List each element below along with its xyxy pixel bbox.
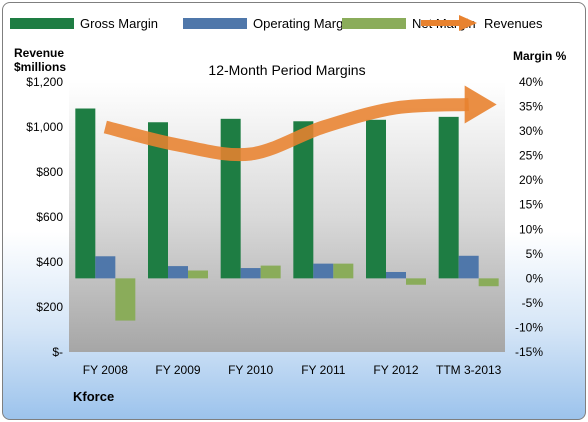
legend-swatch-gross-margin	[10, 18, 74, 29]
legend-item-operating-margin: Operating Margin	[183, 16, 353, 31]
right-tick-label: -5%	[522, 296, 544, 310]
bar-gross-margin	[220, 118, 241, 279]
legend-swatch-operating-margin	[183, 18, 247, 29]
category-label: FY 2012	[373, 363, 418, 377]
left-axis-ticks: $- $200 $400 $600 $800 $1,000 $1,200	[26, 75, 63, 359]
bar-gross-margin	[148, 122, 168, 279]
right-axis-title: Margin %	[513, 49, 567, 63]
left-tick-label: $600	[36, 210, 63, 224]
revenue-line-group	[103, 85, 497, 162]
right-tick-label: 40%	[519, 75, 543, 89]
bar-operating-margin	[313, 263, 334, 279]
bar-net-margin	[333, 263, 354, 279]
right-tick-label: 0%	[526, 271, 544, 285]
bar-gross-margin	[293, 121, 314, 279]
bar-operating-margin	[168, 266, 188, 279]
legend-item-revenues: Revenues	[421, 15, 543, 31]
revenue-line	[103, 98, 469, 162]
left-axis-title-line2: $millions	[14, 60, 66, 74]
bar-operating-margin	[95, 256, 116, 279]
category-label: FY 2008	[83, 363, 128, 377]
legend-swatch-net-margin	[342, 18, 406, 29]
legend-label-revenues: Revenues	[484, 16, 543, 31]
left-axis-title-line1: Revenue	[14, 46, 64, 60]
bar-net-margin	[406, 278, 426, 285]
bar-net-margin	[188, 270, 208, 279]
right-tick-label: 30%	[519, 124, 543, 138]
right-tick-label: 20%	[519, 173, 543, 187]
right-tick-label: 35%	[519, 100, 543, 114]
category-label: FY 2011	[301, 363, 346, 377]
left-tick-label: $200	[36, 300, 63, 314]
legend-arrowhead-revenues	[459, 15, 477, 31]
legend-label-gross-margin: Gross Margin	[80, 16, 158, 31]
revenue-arrowhead	[464, 85, 497, 124]
right-tick-label: 10%	[519, 222, 543, 236]
legend-label-operating-margin: Operating Margin	[253, 16, 353, 31]
chart-svg: Gross Margin Operating Margin Net Margin…	[10, 15, 567, 404]
category-label: TTM 3-2013	[436, 363, 502, 377]
legend-item-gross-margin: Gross Margin	[10, 16, 158, 31]
bar-gross-margin	[75, 108, 96, 279]
bar-gross-margin	[366, 119, 386, 279]
right-tick-label: 15%	[519, 198, 543, 212]
right-tick-label: -10%	[515, 320, 543, 334]
right-tick-label: 5%	[526, 247, 544, 261]
bar-net-margin	[478, 278, 499, 287]
bar-gross-margin	[438, 116, 459, 279]
category-label: FY 2009	[155, 363, 200, 377]
category-label: FY 2010	[228, 363, 273, 377]
chart-title: 12-Month Period Margins	[208, 62, 365, 78]
company-label: Kforce	[73, 389, 114, 404]
bar-operating-margin	[458, 255, 479, 279]
right-tick-label: 25%	[519, 149, 543, 163]
left-tick-label: $800	[36, 165, 63, 179]
bar-net-margin	[260, 265, 281, 279]
left-tick-label: $-	[52, 345, 63, 359]
right-tick-label: -15%	[515, 345, 543, 359]
bar-net-margin	[115, 278, 136, 321]
bar-operating-margin	[386, 271, 406, 279]
category-labels: FY 2008 FY 2009 FY 2010 FY 2011 FY 2012 TTM 3…	[83, 363, 502, 377]
legend: Gross Margin Operating Margin Net Margin…	[10, 15, 543, 31]
right-axis-ticks: -15% -10% -5% 0% 5% 10% 15% 20% 25% 30% 35% 40%	[515, 75, 543, 359]
left-tick-label: $1,000	[26, 120, 63, 134]
left-tick-label: $400	[36, 255, 63, 269]
plot-area	[69, 82, 505, 352]
bar-operating-margin	[240, 268, 261, 279]
left-tick-label: $1,200	[26, 75, 63, 89]
